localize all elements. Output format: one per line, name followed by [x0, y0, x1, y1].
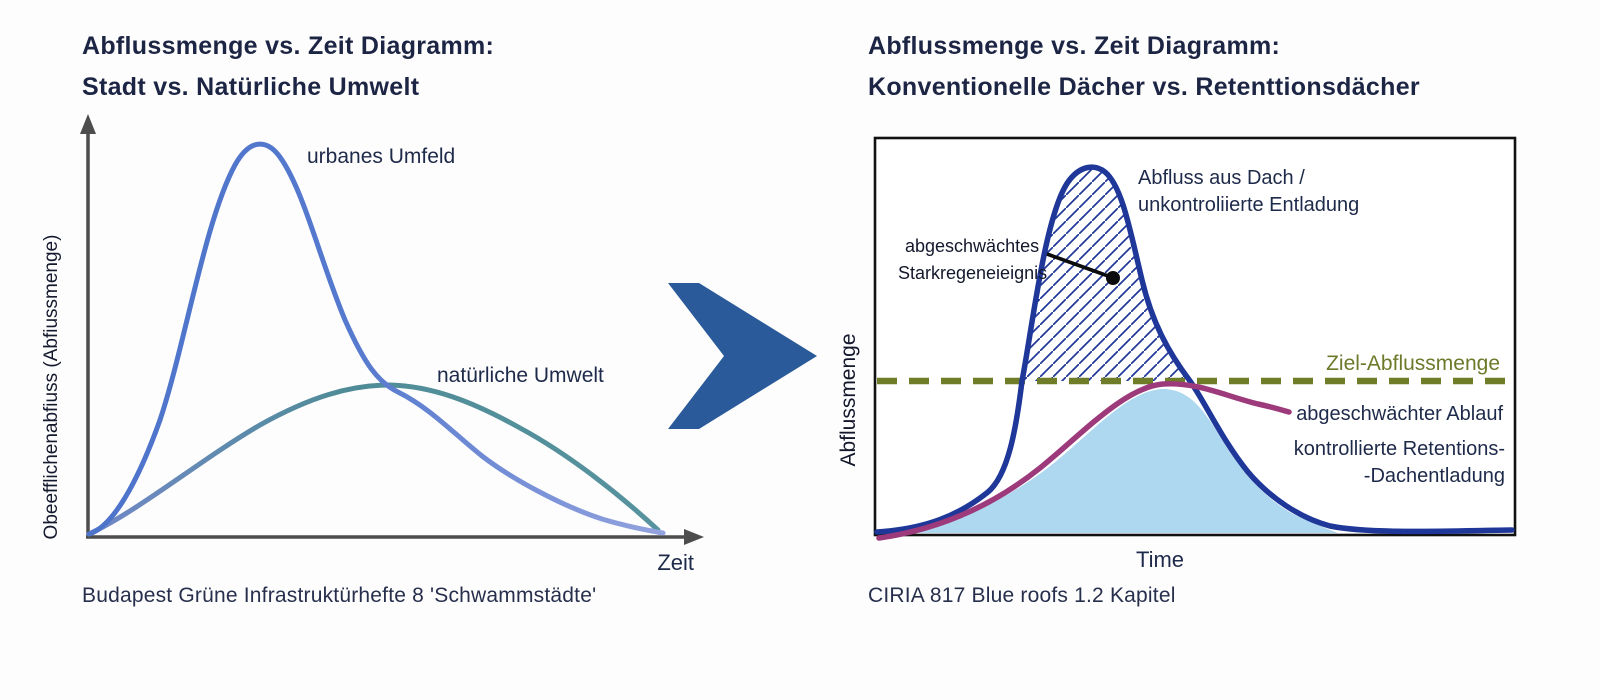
attenuated-outflow-label: abgeschwächter Ablauf	[1296, 403, 1503, 425]
left-y-axis-arrowhead-icon	[80, 114, 96, 134]
left-chart-title-line2: Stadt vs. Natürliche Umwelt	[82, 72, 420, 101]
roof-runoff-label-line1: Abfluss aus Dach /	[1138, 167, 1305, 189]
right-x-axis-label: Time	[1136, 547, 1184, 572]
left-x-axis-label: Zeit	[657, 550, 694, 575]
roof-runoff-label-line2: unkontroliierte Entladung	[1138, 194, 1359, 216]
urban-curve-label: urbanes Umfeld	[307, 145, 455, 168]
retention-roof-curve	[876, 381, 1292, 541]
left-x-axis-arrowhead-icon	[684, 529, 704, 545]
urban-environment-curve	[86, 141, 666, 537]
right-chart-title-line2: Konventionelle Dächer vs. Retenttionsdäc…	[868, 72, 1420, 101]
retained-volume-area	[892, 389, 1338, 533]
storm-event-label-line2: Starkregeneieignis	[898, 263, 1047, 283]
controlled-discharge-label-line2: -Dachentladung	[1364, 465, 1505, 487]
left-chart-caption: Budapest Grüne Infrastruktürhefte 8 'Sch…	[82, 584, 597, 607]
right-y-axis-label: Abflussmenge	[837, 333, 860, 466]
right-chart-title-line1: Abflussmenge vs. Zeit Diagramm:	[868, 32, 1281, 60]
right-chart-caption: CIRIA 817 Blue roofs 1.2 Kapitel	[868, 584, 1176, 607]
storm-event-pointer-line	[1046, 252, 1112, 279]
chevron-right-icon	[668, 283, 817, 429]
left-chart-title: Abflussmenge vs. Zeit Diagramm: Stadt vs…	[82, 26, 494, 107]
left-y-axis-label: Obeefflichenabfiuss (Abfiussmenge)	[41, 235, 62, 540]
storm-event-pointer-dot	[1106, 271, 1120, 285]
right-chart-title: Abflussmenge vs. Zeit Diagramm: Konventi…	[868, 26, 1420, 107]
controlled-discharge-label-line1: kontrollierte Retentions-	[1294, 438, 1505, 460]
natural-curve-label: natürliche Umwelt	[437, 364, 604, 387]
storm-event-label-line1: abgeschwächtes	[905, 236, 1039, 256]
conventional-roof-curve	[874, 164, 1515, 535]
target-runoff-label: Ziel-Abflussmenge	[1326, 352, 1500, 375]
left-chart-title-line1: Abflussmenge vs. Zeit Diagramm:	[82, 32, 495, 60]
